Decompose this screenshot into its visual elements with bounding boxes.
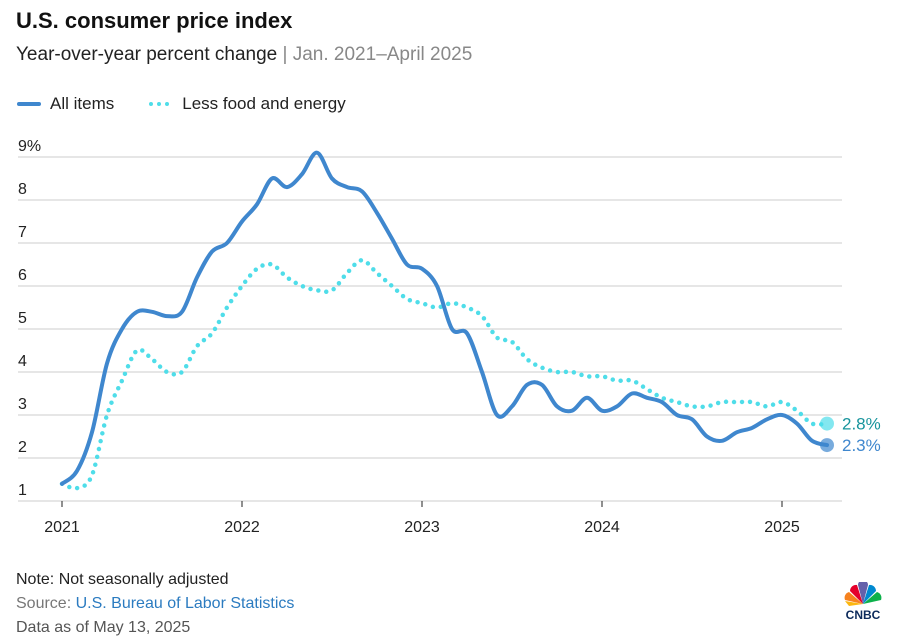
- x-tick-label: 2021: [44, 519, 80, 536]
- subtitle-range: Jan. 2021–April 2025: [292, 44, 473, 65]
- y-tick-label: 6: [18, 267, 27, 284]
- end-point-marker: [820, 438, 834, 453]
- legend-dotted-line-icon: [149, 102, 174, 106]
- y-tick-label: 9%: [18, 138, 41, 155]
- footer-notes: Note: Not seasonally adjusted Source: U.…: [16, 568, 294, 640]
- chart-subtitle: Year-over-year percent change | Jan. 202…: [16, 44, 472, 66]
- y-tick-label: 1: [18, 482, 27, 499]
- legend: All items Less food and energy: [16, 94, 346, 114]
- x-tick-label: 2025: [764, 519, 800, 536]
- legend-label-core: Less food and energy: [182, 94, 346, 113]
- source-link[interactable]: U.S. Bureau of Labor Statistics: [75, 595, 295, 612]
- source: Source: U.S. Bureau of Labor Statistics: [16, 592, 294, 616]
- x-tick-label: 2023: [404, 519, 440, 536]
- source-label: Source:: [16, 595, 76, 612]
- y-tick-label: 8: [18, 181, 27, 198]
- data-as-of: Data as of May 13, 2025: [16, 619, 191, 636]
- y-tick-label: 5: [18, 310, 27, 327]
- end-data-label: 2.8%: [842, 415, 881, 434]
- x-tick-label: 2024: [584, 519, 620, 536]
- chart-title: U.S. consumer price index: [16, 8, 293, 33]
- y-tick-label: 7: [18, 224, 27, 241]
- end-point-marker: [820, 416, 834, 431]
- subtitle-separator: |: [282, 44, 288, 65]
- x-tick-label: 2022: [224, 519, 260, 536]
- subtitle-text: Year-over-year percent change: [16, 44, 278, 65]
- series-line-all-items: [60, 150, 829, 486]
- cnbc-logo: CNBC: [838, 580, 888, 627]
- plot-area: 1 2 3 4 5 6 7 8 9% 2021 2022 2023 2024 2025 2.8% 2.3%: [18, 138, 881, 536]
- y-tick-label: 2: [18, 439, 27, 456]
- svg-text:CNBC: CNBC: [846, 608, 881, 622]
- legend-solid-line-icon: [17, 102, 41, 106]
- end-data-label: 2.3%: [842, 436, 881, 455]
- legend-label-all-items: All items: [50, 94, 115, 113]
- note: Note: Not seasonally adjusted: [16, 571, 229, 588]
- y-tick-label: 4: [18, 353, 27, 370]
- series-line-core: [59, 257, 830, 491]
- y-tick-label: 3: [18, 396, 27, 413]
